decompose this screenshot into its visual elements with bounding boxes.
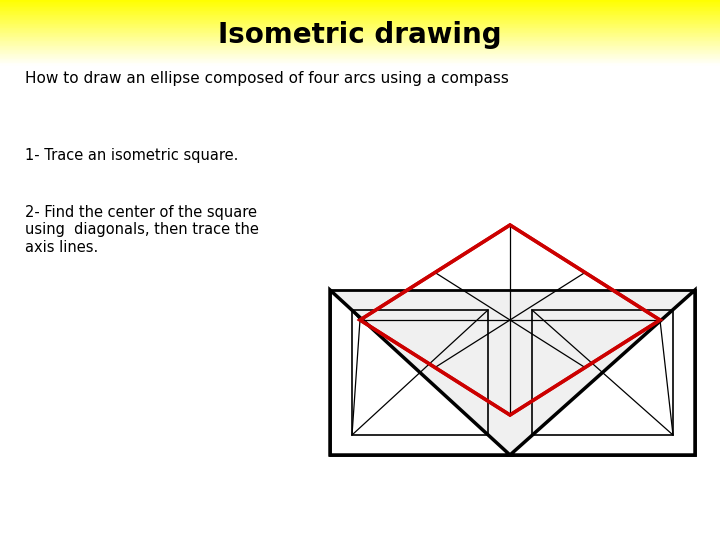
Bar [0, 56, 720, 57]
Bar [0, 12, 720, 14]
Bar [0, 37, 720, 39]
Bar [0, 16, 720, 18]
Polygon shape [330, 290, 510, 455]
Bar [0, 42, 720, 44]
Bar [0, 58, 720, 60]
Bar [0, 60, 720, 62]
Bar [0, 2, 720, 3]
Bar [0, 31, 720, 32]
Bar [0, 30, 720, 31]
Bar [0, 39, 720, 40]
Bar [0, 29, 720, 31]
Bar [0, 26, 720, 28]
Bar [0, 10, 720, 11]
Bar [0, 59, 720, 60]
Bar [0, 16, 720, 17]
Bar [0, 42, 720, 43]
Bar [0, 47, 720, 49]
Bar [0, 25, 720, 26]
Bar [0, 40, 720, 42]
Polygon shape [330, 290, 695, 455]
Bar [0, 50, 720, 52]
Text: How to draw an ellipse composed of four arcs using a compass: How to draw an ellipse composed of four … [25, 71, 509, 85]
Bar [0, 0, 720, 1]
Bar [0, 34, 720, 36]
Bar [0, 22, 720, 23]
Bar [0, 3, 720, 4]
Bar [0, 19, 720, 21]
Bar [0, 1, 720, 2]
Bar [0, 3, 720, 4]
Bar [0, 28, 720, 29]
Bar [0, 53, 720, 54]
Bar [0, 15, 720, 16]
Bar [0, 61, 720, 62]
Bar [0, 40, 720, 41]
Bar [0, 51, 720, 52]
Bar [0, 44, 720, 45]
Bar [0, 53, 720, 55]
Bar [0, 64, 720, 65]
Bar [0, 48, 720, 49]
Bar [0, 11, 720, 12]
Bar [0, 17, 720, 18]
Bar [0, 52, 720, 53]
Bar [0, 23, 720, 24]
Bar [0, 57, 720, 58]
Bar [0, 4, 720, 5]
Bar [0, 37, 720, 38]
Text: 2- Find the center of the square
using  diagonals, then trace the
axis lines.: 2- Find the center of the square using d… [25, 205, 259, 255]
Bar [0, 6, 720, 7]
Bar [0, 11, 720, 12]
Bar [0, 36, 720, 37]
Bar [0, 55, 720, 57]
Bar [0, 35, 720, 36]
Bar [0, 32, 720, 33]
Bar [0, 13, 720, 15]
Bar [0, 18, 720, 19]
Text: 1- Trace an isometric square.: 1- Trace an isometric square. [25, 148, 238, 163]
Bar [0, 62, 720, 63]
Bar [0, 45, 720, 47]
Bar [532, 310, 673, 435]
Bar [0, 21, 720, 22]
Bar [0, 55, 720, 56]
Bar [0, 14, 720, 15]
Bar [330, 290, 695, 455]
Bar [0, 58, 720, 59]
Bar [352, 310, 488, 435]
Polygon shape [510, 290, 695, 455]
Bar [0, 21, 720, 23]
Bar [0, 63, 720, 64]
Bar [0, 19, 720, 20]
Bar [0, 8, 720, 9]
Bar [0, 24, 720, 25]
Bar [0, 63, 720, 65]
Bar [0, 32, 720, 34]
Bar [0, 50, 720, 51]
Bar [0, 24, 720, 26]
Bar [0, 8, 720, 9]
Text: Isometric drawing: Isometric drawing [218, 21, 502, 49]
Bar [0, 27, 720, 28]
Polygon shape [510, 290, 695, 455]
Bar [0, 33, 720, 35]
Bar [0, 6, 720, 8]
Bar [0, 43, 720, 44]
Bar [0, 46, 720, 48]
Bar [0, 29, 720, 30]
Bar [0, 38, 720, 39]
Polygon shape [330, 290, 510, 455]
Bar [0, 9, 720, 10]
Bar [0, 5, 720, 6]
Bar [0, 45, 720, 46]
Bar [0, 49, 720, 50]
